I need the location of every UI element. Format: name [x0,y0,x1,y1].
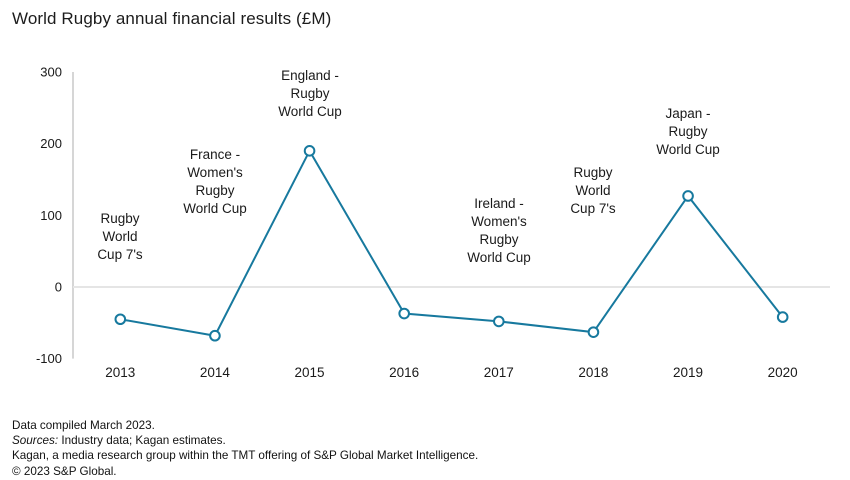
data-point-2015 [303,145,316,157]
x-tick-label-2013: 2013 [105,365,135,380]
footnote-data-compiled: Data compiled March 2023. [12,419,155,432]
x-tick-label-2015: 2015 [295,365,325,380]
data-point-2020 [776,311,789,323]
annotation-england-rugby-world-cup: England - Rugby World Cup [278,68,342,119]
x-tick-label-2018: 2018 [578,365,608,380]
annotation-rugby-world-cup-7s-2018: Rugby World Cup 7's [570,165,616,216]
y-tick-label: -100 [36,351,62,366]
y-tick-label: 200 [40,136,62,151]
x-tick-label-2014: 2014 [200,365,231,380]
data-point-2016 [398,307,410,320]
annotation-france-womens-rugby-world-cup: France - Women's Rugby World Cup [183,147,247,216]
data-point-2018 [587,326,600,338]
footnote-sources: Sources: Industry data; Kagan estimates. [12,433,478,448]
annotation-rugby-world-cup-7s-2013: Rugby World Cup 7's [97,211,143,262]
chart-title: World Rugby annual financial results (£M… [12,9,332,28]
x-tick-label-2020: 2020 [768,365,798,380]
y-tick-label: 300 [40,65,62,80]
footnote-copyright: © 2023 S&P Global. [12,464,117,478]
data-point-2014 [209,329,221,342]
chart-footnotes: Data compiled March 2023. Sources: Indus… [12,418,478,479]
y-tick-label: 100 [40,208,62,223]
data-line [120,148,784,337]
footnote-kagan: Kagan, a media research group within the… [12,449,479,463]
data-point-2019 [682,190,694,202]
data-point-2017 [493,315,505,328]
y-tick-label: 0 [55,280,62,295]
footnote-sources-text: Industry data; Kagan estimates. [58,434,226,448]
annotation-ireland-womens-rugby-world-cup: Ireland - Women's Rugby World Cup [467,196,531,265]
data-point-2013 [114,313,127,326]
x-tick-label-2016: 2016 [389,365,419,380]
x-tick-label-2019: 2019 [673,365,703,380]
x-tick-label-2017: 2017 [484,365,514,380]
annotation-japan-rugby-world-cup: Japan - Rugby World Cup [656,106,720,157]
footnote-sources-label: Sources: [12,434,59,448]
